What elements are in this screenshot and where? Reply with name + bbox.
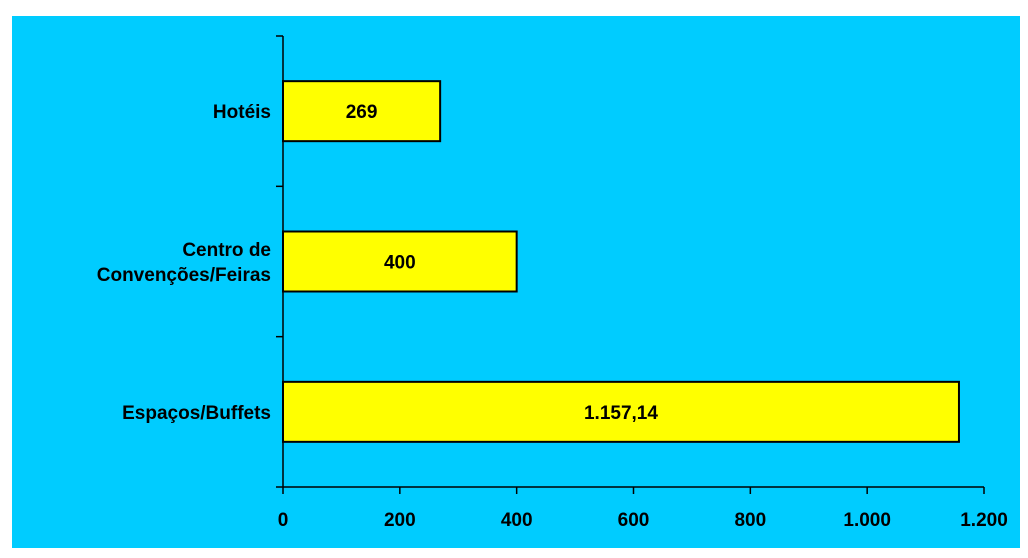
category-label: Espaços/Buffets: [122, 403, 271, 424]
x-tick-label: 800: [734, 510, 766, 531]
labels-group: 269 Hotéis 400 Centro de Convenções/Feiras 1.…: [97, 102, 1008, 531]
axes-group: [276, 35, 985, 494]
category-label-line: Centro de: [182, 240, 271, 261]
bar-value-label: 400: [384, 253, 416, 274]
bar: [282, 380, 960, 443]
category-label: Hotéis: [213, 102, 271, 123]
x-tick-label: 0: [278, 510, 289, 531]
x-tick-label: 200: [384, 510, 416, 531]
bar-value-label: 1.157,14: [584, 403, 658, 424]
x-tick-label: 1.000: [843, 510, 891, 531]
bars-group: [282, 80, 960, 443]
bar-value-label: 269: [346, 102, 378, 123]
x-tick-label: 600: [618, 510, 650, 531]
bar: [282, 80, 442, 143]
x-tick-label: 1.200: [960, 510, 1008, 531]
category-label-line: Espaços/Buffets: [122, 403, 271, 424]
category-label-line: Hotéis: [213, 102, 271, 123]
bar: [282, 230, 518, 293]
category-label-line: Convenções/Feiras: [97, 265, 271, 286]
category-label: Centro de Convenções/Feiras: [97, 240, 271, 286]
chart-area: 269 Hotéis 400 Centro de Convenções/Feiras 1.…: [12, 16, 1020, 548]
bar-chart: 269 Hotéis 400 Centro de Convenções/Feiras 1.…: [12, 16, 1020, 548]
x-tick-label: 400: [501, 510, 533, 531]
